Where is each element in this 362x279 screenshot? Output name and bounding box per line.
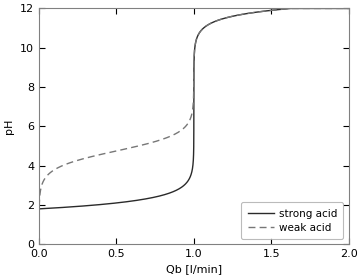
strong acid — [55, 206, 60, 210]
strong acid — [330, 7, 334, 10]
weak acid — [289, 7, 293, 10]
strong acid — [50, 206, 54, 210]
weak acid — [346, 7, 351, 10]
strong acid — [188, 175, 193, 178]
weak acid — [37, 208, 41, 211]
weak acid — [55, 166, 60, 170]
strong acid — [289, 7, 293, 10]
Legend: strong acid, weak acid: strong acid, weak acid — [241, 202, 344, 239]
Line: weak acid: weak acid — [39, 8, 349, 210]
weak acid — [97, 153, 102, 156]
strong acid — [37, 207, 41, 211]
weak acid — [188, 117, 193, 120]
weak acid — [37, 178, 41, 182]
Line: strong acid: strong acid — [39, 8, 349, 209]
X-axis label: Qb [l/min]: Qb [l/min] — [166, 264, 222, 275]
strong acid — [346, 7, 351, 10]
strong acid — [97, 203, 102, 206]
weak acid — [50, 170, 54, 173]
strong acid — [38, 207, 43, 210]
weak acid — [330, 7, 334, 10]
weak acid — [38, 189, 43, 193]
Y-axis label: pH: pH — [4, 119, 14, 134]
